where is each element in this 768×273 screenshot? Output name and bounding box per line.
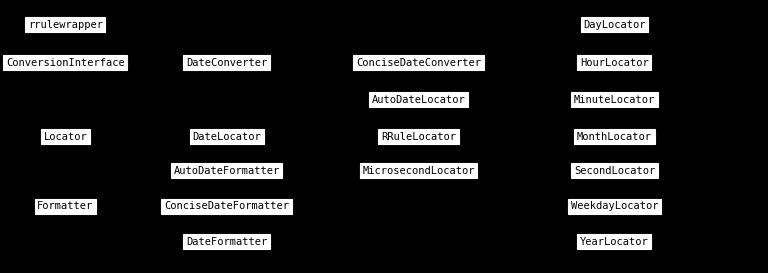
Text: DateConverter: DateConverter (186, 58, 267, 68)
Text: SecondLocator: SecondLocator (574, 166, 655, 176)
Text: Formatter: Formatter (37, 201, 94, 211)
Text: RRuleLocator: RRuleLocator (381, 132, 456, 141)
Text: ConciseDateConverter: ConciseDateConverter (356, 58, 481, 68)
Text: ConciseDateFormatter: ConciseDateFormatter (164, 201, 289, 211)
Text: MicrosecondLocator: MicrosecondLocator (362, 166, 475, 176)
Text: Locator: Locator (44, 132, 87, 141)
Text: HourLocator: HourLocator (580, 58, 649, 68)
Text: DateLocator: DateLocator (192, 132, 261, 141)
Text: MonthLocator: MonthLocator (577, 132, 652, 141)
Text: WeekdayLocator: WeekdayLocator (571, 201, 658, 211)
Text: MinuteLocator: MinuteLocator (574, 95, 655, 105)
Text: ConversionInterface: ConversionInterface (6, 58, 124, 68)
Text: AutoDateLocator: AutoDateLocator (372, 95, 465, 105)
Text: YearLocator: YearLocator (580, 237, 649, 247)
Text: AutoDateFormatter: AutoDateFormatter (174, 166, 280, 176)
Text: rrulewrapper: rrulewrapper (28, 20, 103, 29)
Text: DateFormatter: DateFormatter (186, 237, 267, 247)
Text: DayLocator: DayLocator (583, 20, 646, 29)
